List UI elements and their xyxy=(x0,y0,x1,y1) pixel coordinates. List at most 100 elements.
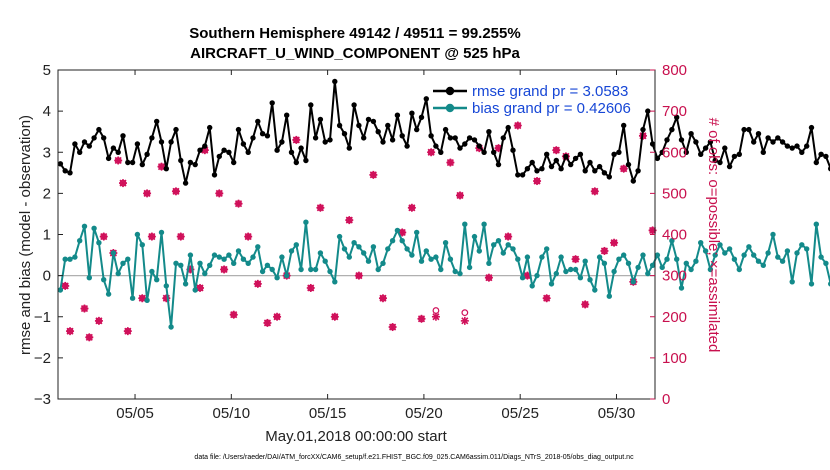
obs-assimilated-point xyxy=(504,232,513,241)
bias-point xyxy=(389,238,396,244)
bias-point xyxy=(486,260,492,266)
rmse-point xyxy=(779,139,786,145)
obs-assimilated-point xyxy=(431,312,440,321)
rmse-point xyxy=(813,159,819,166)
rmse-point xyxy=(611,151,617,157)
bias-point xyxy=(178,262,184,268)
rmse-point xyxy=(288,149,295,155)
obs-assimilated-point xyxy=(388,323,397,332)
rmse-point xyxy=(250,135,256,141)
bias-point xyxy=(144,297,150,303)
rmse-point xyxy=(163,166,169,172)
y-right-tick-label: 800 xyxy=(662,62,687,79)
rmse-point xyxy=(784,143,791,149)
bias-point xyxy=(736,266,742,273)
rmse-point xyxy=(751,139,757,145)
bias-point xyxy=(207,262,213,268)
bias-point xyxy=(625,260,632,266)
rmse-point xyxy=(746,126,752,133)
rmse-point xyxy=(635,168,641,174)
rmse-point xyxy=(409,110,415,116)
bias-point xyxy=(500,250,506,256)
obs-assimilated-point xyxy=(600,246,609,255)
bias-point xyxy=(149,268,155,275)
bias-point xyxy=(57,287,64,293)
rmse-point xyxy=(375,129,381,135)
rmse-point xyxy=(57,161,64,167)
obs-assimilated-point xyxy=(306,283,315,292)
rmse-point xyxy=(433,143,439,149)
bias-point xyxy=(404,246,410,252)
rmse-point xyxy=(519,172,526,178)
rmse-point xyxy=(173,126,179,133)
legend-bias-marker xyxy=(445,103,455,113)
y-tick-label: −1 xyxy=(34,309,51,326)
y-tick-label: 4 xyxy=(43,103,51,120)
bias-point xyxy=(255,244,261,250)
rmse-point xyxy=(481,149,487,155)
rmse-point xyxy=(818,151,824,157)
rmse-point xyxy=(207,124,213,131)
bias-point xyxy=(452,268,458,275)
rmse-point xyxy=(240,141,247,147)
bias-point xyxy=(356,244,362,250)
bias-point xyxy=(799,242,805,248)
bias-point xyxy=(635,264,641,271)
bias-point xyxy=(399,238,405,244)
rmse-point xyxy=(120,133,126,139)
rmse-point xyxy=(293,159,299,166)
bias-point xyxy=(823,260,829,266)
bias-point xyxy=(760,262,766,268)
rmse-point xyxy=(182,180,189,186)
rmse-point xyxy=(669,126,675,133)
bias-point xyxy=(168,324,174,330)
rmse-point xyxy=(621,122,627,129)
rmse-point xyxy=(81,139,88,145)
rmse-point xyxy=(505,124,511,131)
rmse-point xyxy=(755,131,762,137)
rmse-point xyxy=(274,147,280,153)
rmse-point xyxy=(457,145,463,151)
bias-point xyxy=(515,256,521,262)
bias-point xyxy=(154,277,160,283)
rmse-point xyxy=(804,143,810,149)
rmse-point xyxy=(659,149,665,155)
rmse-point xyxy=(592,168,598,174)
bias-point xyxy=(298,266,304,273)
bias-point xyxy=(264,262,271,268)
bias-point xyxy=(303,219,309,225)
rmse-point xyxy=(245,149,251,155)
bias-point xyxy=(433,254,439,260)
bias-point xyxy=(380,260,386,266)
bias-point xyxy=(693,258,699,264)
rmse-point xyxy=(702,145,709,151)
bias-point xyxy=(592,287,598,293)
rmse-point xyxy=(129,159,136,166)
y-right-tick-label: 400 xyxy=(662,227,687,244)
bias-point xyxy=(688,266,694,273)
rmse-point xyxy=(452,135,458,141)
rmse-point xyxy=(515,172,521,178)
bias-point xyxy=(587,277,593,283)
rmse-point xyxy=(558,166,564,172)
rmse-point xyxy=(134,141,141,147)
rmse-point xyxy=(510,147,516,153)
rmse-point xyxy=(67,170,73,176)
obs-assimilated-point xyxy=(176,232,185,241)
rmse-point xyxy=(548,163,555,170)
x-axis-ticks: 05/05 05/10 05/15 05/20 05/25 05/30 xyxy=(116,70,635,422)
rmse-point xyxy=(255,118,261,125)
rmse-point xyxy=(447,135,454,141)
rmse-point xyxy=(683,149,689,155)
obs-assimilated-point xyxy=(99,232,108,241)
obs-assimilated-point xyxy=(330,312,339,321)
rmse-point xyxy=(500,135,506,141)
bias-point xyxy=(279,254,285,260)
rmse-point xyxy=(654,155,661,162)
rmse-point xyxy=(640,126,646,133)
rmse-point xyxy=(259,131,266,137)
bias-point xyxy=(678,285,685,291)
rmse-point xyxy=(717,159,723,166)
rmse-point xyxy=(808,124,815,131)
rmse-point xyxy=(760,149,766,155)
